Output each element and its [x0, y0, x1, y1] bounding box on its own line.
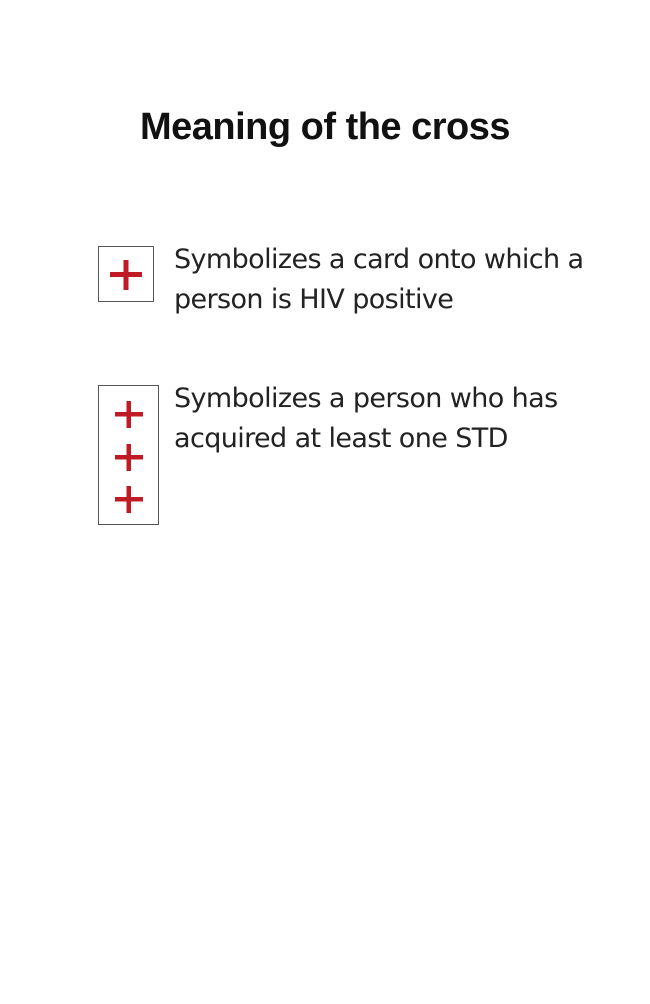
legend-description: Symbolizes a card onto which a person is…: [174, 244, 584, 315]
triple-cross-icon: [98, 385, 159, 525]
page-title: Meaning of the cross: [139, 106, 511, 148]
legend-description: Symbolizes a person who has acquired at …: [174, 383, 558, 454]
single-cross-icon: [98, 246, 154, 302]
